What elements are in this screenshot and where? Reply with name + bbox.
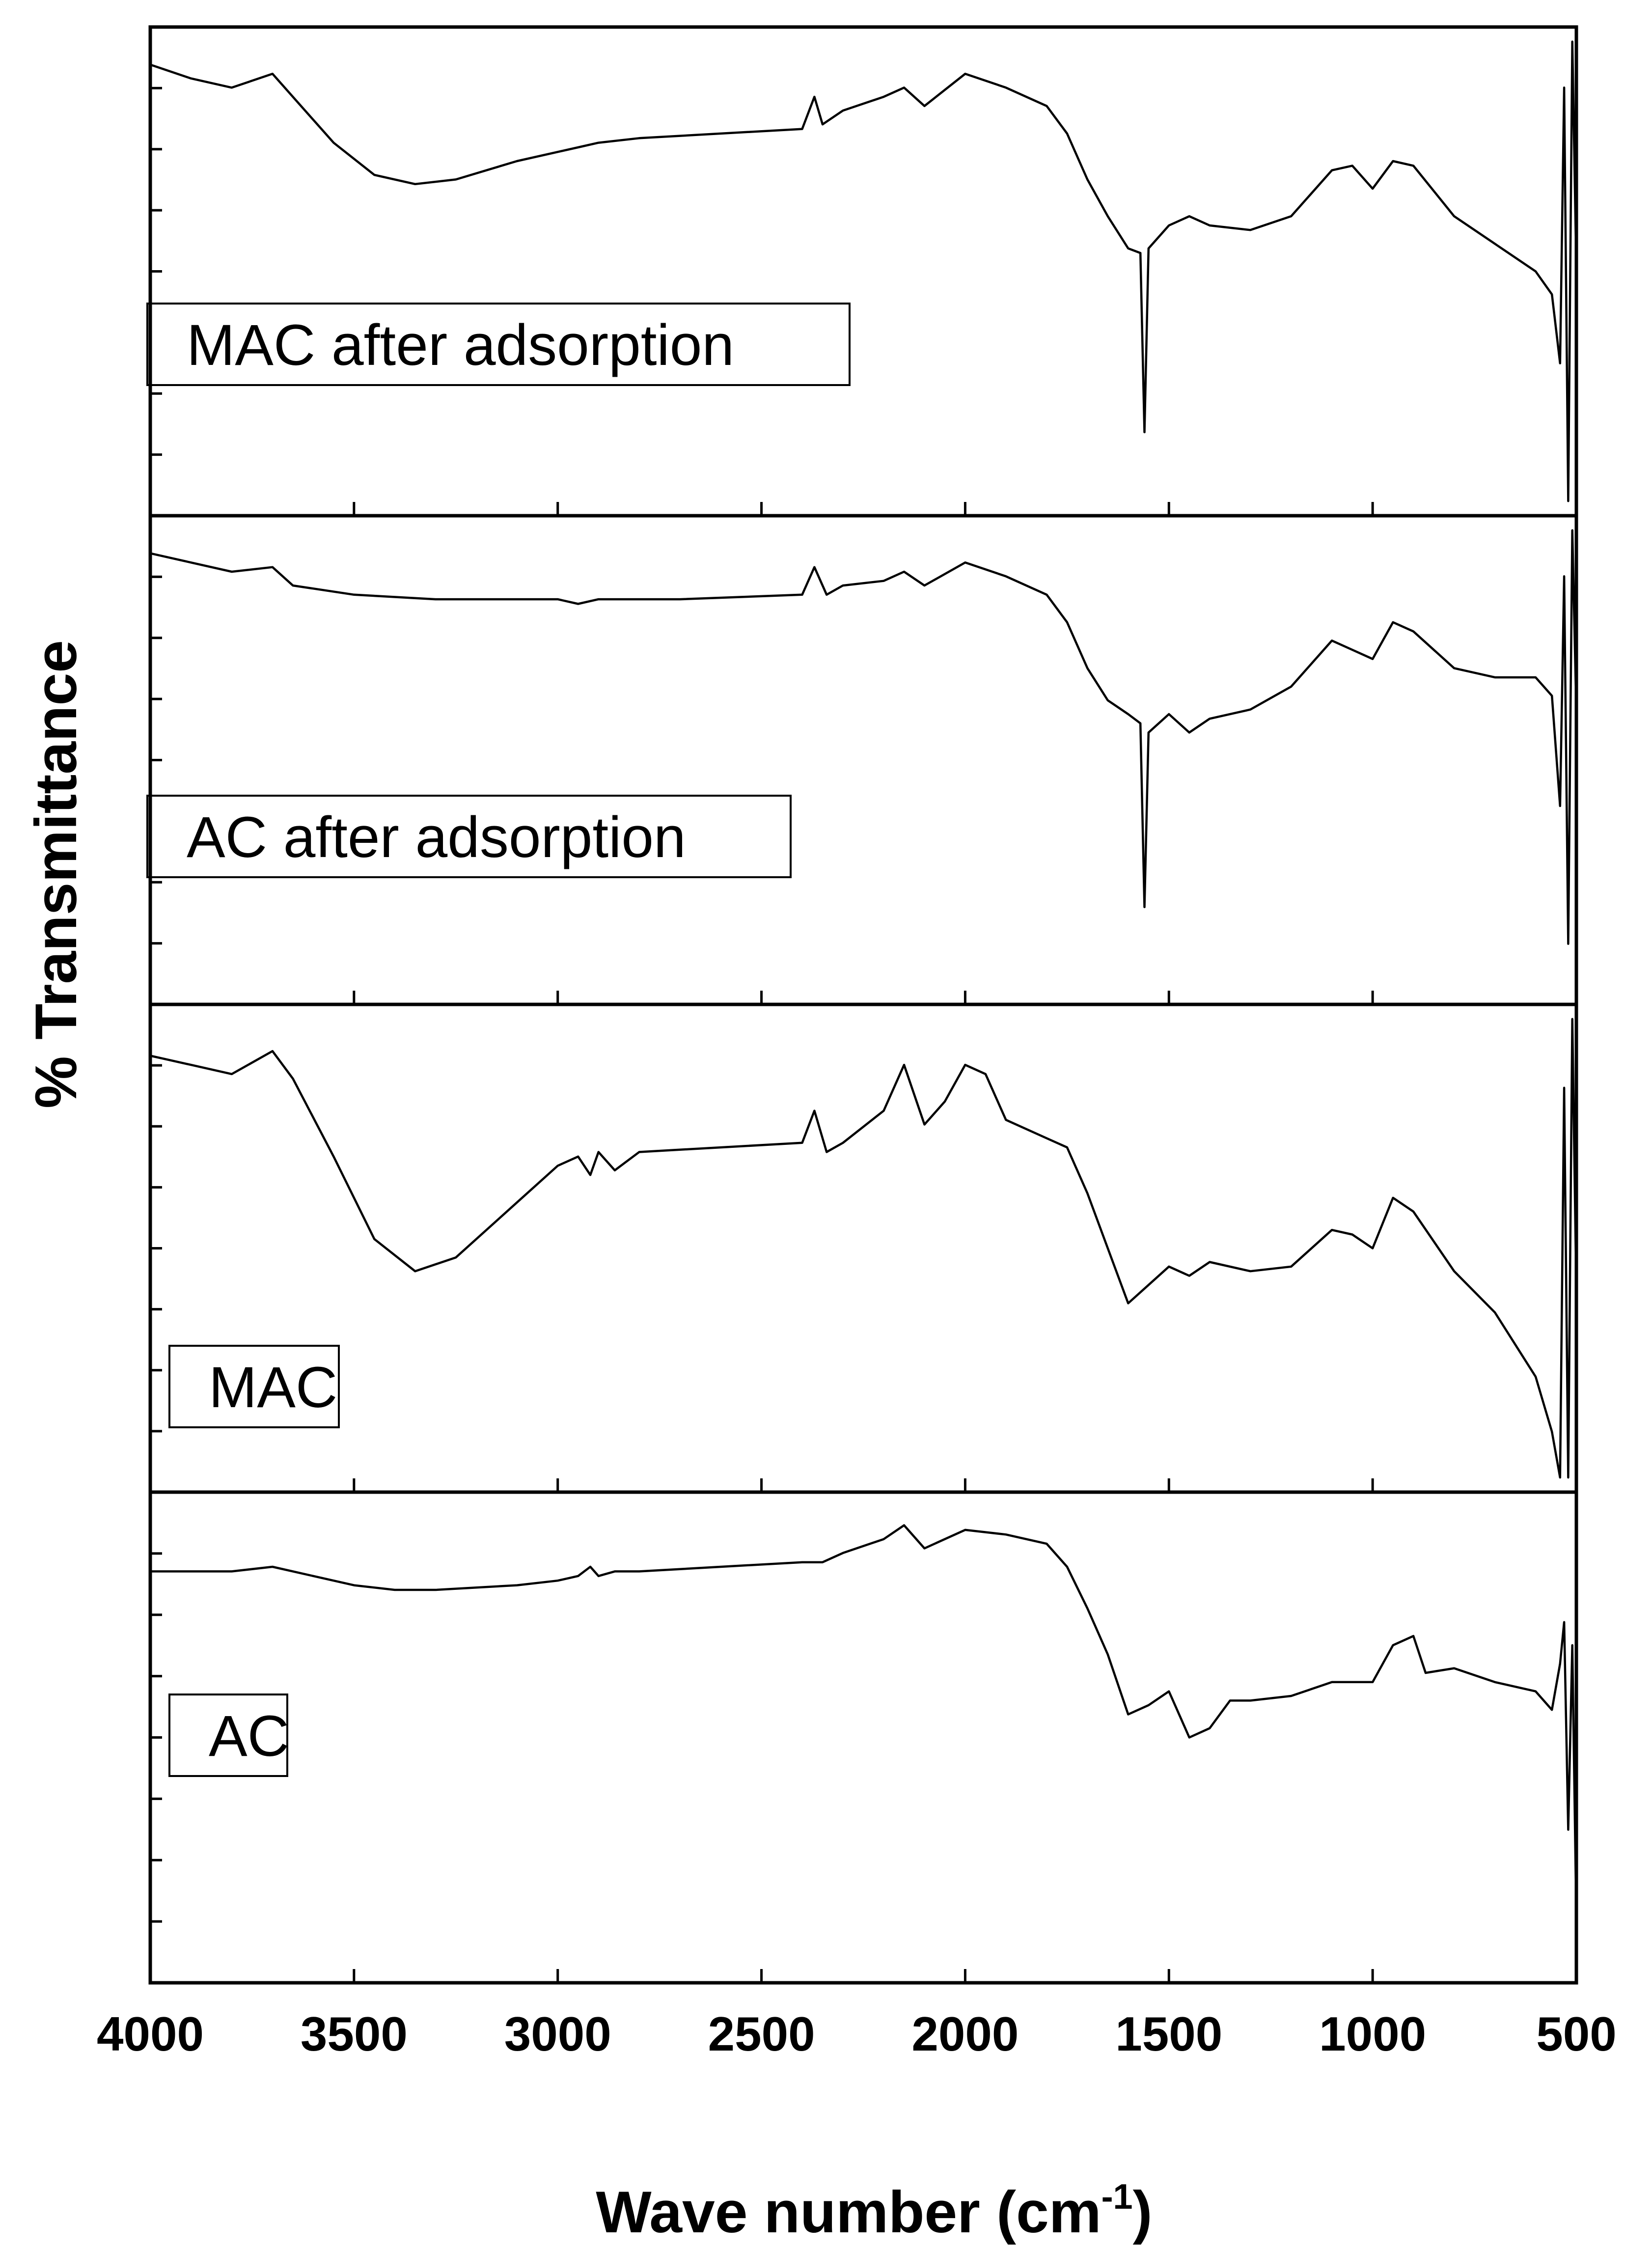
series-line-1 [150, 529, 1578, 945]
x-tick-label: 1000 [1319, 2007, 1426, 2061]
panel-frame [148, 1002, 1578, 1494]
x-tick-label: 500 [1536, 2007, 1617, 2061]
panel-label-1: AC after adsorption [187, 805, 686, 870]
x-axis-title-suffix: ) [1133, 2179, 1153, 2245]
panel-label-box [168, 1694, 288, 1777]
panel-label-box [168, 1345, 340, 1428]
panel-label-3: AC [209, 1704, 289, 1769]
panel-frame [148, 514, 1578, 1006]
x-tick-label: 1500 [1115, 2007, 1222, 2061]
x-tick-label: 2500 [708, 2007, 815, 2061]
panel-0: MAC after adsorption [146, 25, 1578, 518]
series-line-0 [150, 40, 1578, 502]
x-axis-ticks: 4000 3500 3000 2500 2000 1500 1000 500 [97, 2007, 1617, 2061]
x-tick-label: 2000 [911, 2007, 1019, 2061]
panel-frame [148, 25, 1578, 518]
panels-group: MAC after adsorption AC after adsorption M… [146, 25, 1578, 1985]
y-axis-title-group: % Transmittance [23, 640, 89, 1109]
series-line-3 [150, 1524, 1578, 1922]
panel-label-0: MAC after adsorption [187, 313, 734, 378]
x-tick-label: 3500 [301, 2007, 408, 2061]
panel-1: AC after adsorption [146, 514, 1578, 1006]
panel-3: AC [148, 1490, 1578, 1985]
series-line-2 [150, 1018, 1578, 1479]
y-axis-title: % Transmittance [23, 640, 89, 1109]
x-axis-title-main: Wave number (cm [596, 2179, 1101, 2245]
x-tick-label: 4000 [97, 2007, 204, 2061]
panel-label-box [146, 795, 792, 878]
x-axis-title: Wave number (cm-1) [596, 2177, 1152, 2245]
x-axis-title-superscript: -1 [1101, 2177, 1133, 2217]
panel-frame [148, 1490, 1578, 1985]
panel-2: MAC [148, 1002, 1578, 1494]
x-tick-label: 3000 [504, 2007, 611, 2061]
panel-label-box [146, 303, 851, 386]
panel-label-2: MAC [209, 1355, 337, 1420]
